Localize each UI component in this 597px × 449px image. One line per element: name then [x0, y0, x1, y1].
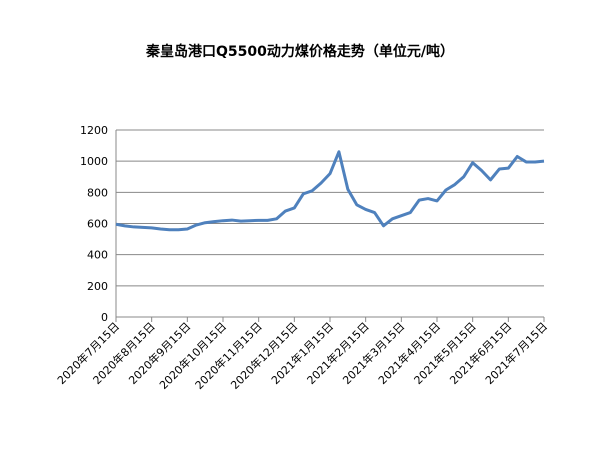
y-tick-label: 400: [87, 249, 108, 262]
line: [115, 150, 545, 232]
x-tick-label: 2020年12月15日: [228, 319, 301, 392]
x-tick-label: 2020年10月15日: [156, 319, 229, 392]
y-tick-label: 1200: [80, 124, 108, 137]
y-tick-label: 1000: [80, 155, 108, 168]
x-tick-label: 2021年1月15日: [268, 319, 336, 387]
x-tick-label: 2021年4月15日: [375, 319, 443, 387]
y-tick-label: 800: [87, 186, 108, 199]
y-tick-label: 200: [87, 280, 108, 293]
x-tick-label: 2021年7月15日: [482, 319, 550, 387]
x-tick-label: 2021年3月15日: [340, 319, 408, 387]
x-tick-label: 2020年7月15日: [54, 319, 122, 387]
x-tick-label: 2021年2月15日: [304, 319, 372, 387]
y-tick-label: 0: [101, 311, 108, 324]
x-tick-label: 2021年6月15日: [447, 319, 515, 387]
x-tick-label: 2020年8月15日: [90, 319, 158, 387]
x-tick-label: 2020年11月15日: [192, 319, 265, 392]
chart-title: 秦皇岛港口Q5500动力煤价格走势（单位元/吨）: [145, 43, 454, 60]
x-tick-label: 2020年9月15日: [126, 319, 194, 387]
y-tick-label: 600: [87, 218, 108, 231]
x-tick-label: 2021年5月15日: [411, 319, 479, 387]
